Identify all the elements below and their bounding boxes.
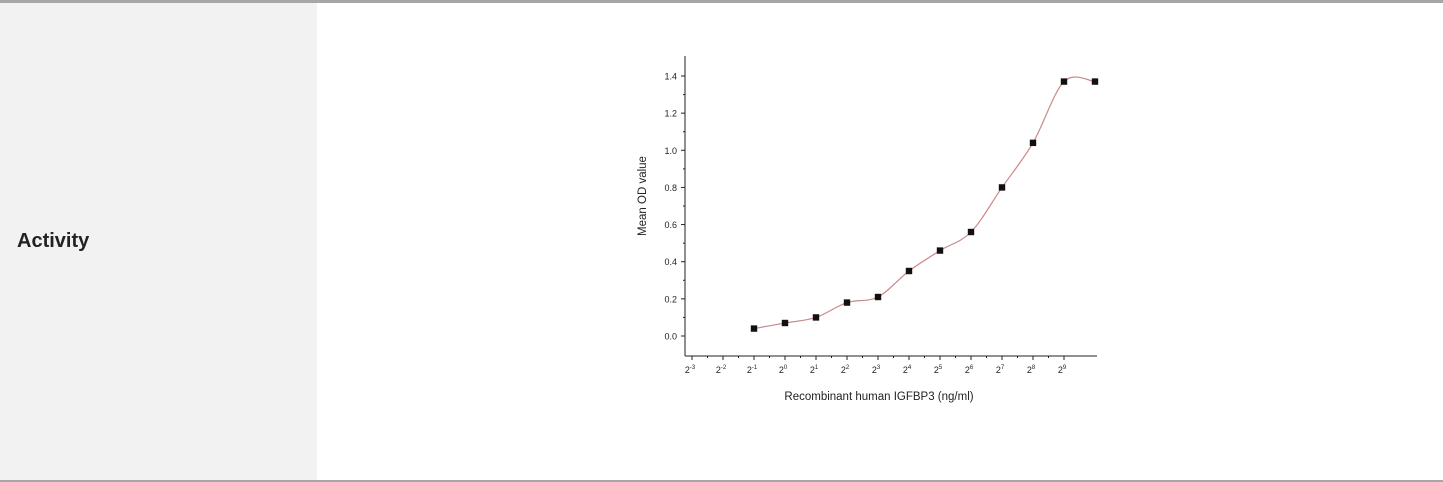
value-cell: 0.0 0.2 0.4 0.6 0.8 1.0 1.2 1.4 2-3 2-2 2-1 20 21 22 2… — [317, 3, 1443, 480]
data-point — [998, 184, 1006, 191]
y-tick-label: 0.8 — [664, 183, 677, 193]
x-tick-label: 29 — [1058, 365, 1067, 375]
x-tick-label: 20 — [779, 365, 788, 375]
row-label: Activity — [17, 230, 90, 252]
x-tick-label: 22 — [841, 365, 850, 375]
data-point — [843, 299, 851, 306]
data-point — [905, 267, 913, 275]
x-tick-label: 21 — [810, 365, 819, 375]
x-tick-label: 23 — [872, 365, 881, 375]
x-tick-label: 24 — [903, 365, 912, 375]
y-tick-label: 0.4 — [664, 257, 677, 267]
data-point — [750, 325, 758, 332]
data-point — [1060, 78, 1068, 85]
chart-image: 0.0 0.2 0.4 0.6 0.8 1.0 1.2 1.4 2-3 2-2 2-1 20 21 22 2… — [620, 26, 1141, 413]
x-tick-label: 27 — [996, 365, 1005, 375]
y-tick-label: 1.4 — [664, 72, 677, 82]
y-axis-title: Mean OD value — [637, 156, 649, 236]
data-point — [812, 314, 820, 321]
fitted-curve — [753, 76, 1096, 330]
x-axis-title: Recombinant human IGFBP3 (ng/ml) — [784, 391, 973, 403]
data-point — [874, 293, 882, 301]
y-tick-label: 0.6 — [664, 220, 677, 230]
data-point — [1091, 78, 1099, 85]
label-cell: Activity — [0, 3, 317, 480]
activity-chart: 0.0 0.2 0.4 0.6 0.8 1.0 1.2 1.4 2-3 2-2 2-1 20 21 22 2… — [637, 56, 1099, 403]
y-tick-label: 0.0 — [664, 332, 677, 342]
x-tick-label: 26 — [965, 365, 974, 375]
x-tick-label: 2-3 — [685, 365, 696, 375]
x-tick-label: 28 — [1027, 365, 1036, 375]
x-tick-label: 25 — [934, 365, 943, 375]
x-tick-label: 2-2 — [716, 365, 727, 375]
y-tick-label: 1.2 — [664, 109, 677, 119]
y-tick-label: 0.2 — [664, 294, 677, 304]
data-point — [967, 228, 975, 236]
data-point — [936, 247, 944, 254]
x-tick-label: 2-1 — [747, 365, 758, 375]
data-point — [1029, 139, 1037, 147]
y-tick-label: 1.0 — [664, 146, 677, 156]
data-point — [781, 319, 789, 327]
